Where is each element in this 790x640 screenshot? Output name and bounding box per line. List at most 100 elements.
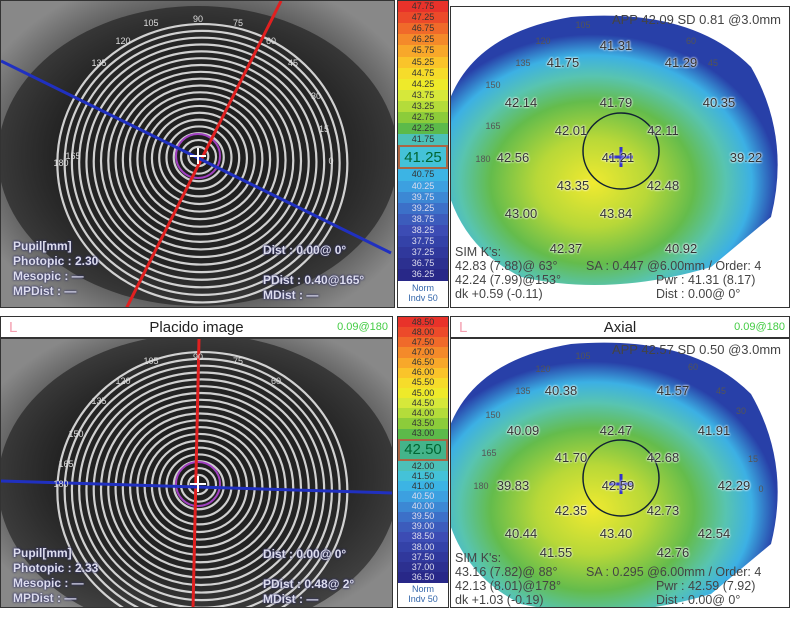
color-scale-top: 47.75 47.25 46.75 46.25 45.75 45.25 44.75 44.25… bbox=[397, 0, 449, 308]
degree-tick-label: 180 bbox=[53, 479, 69, 489]
simk-label: SIM K's: bbox=[455, 551, 502, 565]
curvature-value: 42.01 bbox=[554, 123, 588, 138]
eye-side: L bbox=[459, 319, 468, 336]
curvature-value: 42.73 bbox=[646, 503, 680, 518]
degree-tick-label: 135 bbox=[91, 396, 107, 406]
scale-step: 38.00 bbox=[398, 542, 448, 553]
scale-step: 38.75 bbox=[398, 213, 448, 225]
degree-tick-label: 60 bbox=[685, 36, 697, 46]
curvature-value: 42.35 bbox=[554, 503, 588, 518]
curvature-value: 41.21 bbox=[601, 150, 635, 165]
scale-step: 41.50 bbox=[398, 471, 448, 482]
simk-k2: 42.13 (8.01)@178° bbox=[455, 579, 561, 593]
scale-step: 36.25 bbox=[398, 269, 448, 281]
degree-tick-label: 120 bbox=[115, 36, 131, 46]
placido-image-bottom: 105 90 75 120 135 60 150 165 180 Pupil[mm] Photo… bbox=[0, 338, 393, 608]
dist-readout: Dist : 0.00@ 0° bbox=[656, 593, 741, 607]
curvature-value: 41.75 bbox=[546, 55, 580, 70]
scale-step: 43.75 bbox=[398, 89, 448, 101]
curvature-value: 41.70 bbox=[554, 450, 588, 465]
degree-tick-label: 15 bbox=[747, 454, 759, 464]
scale-step: 40.00 bbox=[398, 501, 448, 512]
scale-step: 38.25 bbox=[398, 224, 448, 237]
curvature-value: 42.48 bbox=[646, 178, 680, 193]
curvature-value: 39.22 bbox=[729, 150, 763, 165]
photopic-value: Photopic : 2.33 bbox=[13, 561, 99, 575]
curvature-value: 42.56 bbox=[496, 150, 530, 165]
curvature-value: 41.91 bbox=[697, 423, 731, 438]
degree-tick-label: 165 bbox=[65, 151, 81, 161]
degree-tick-label: 105 bbox=[143, 18, 159, 28]
scale-step: 37.75 bbox=[398, 236, 448, 248]
app-readout: APP 42.57 SD 0.50 @3.0mm bbox=[611, 342, 781, 357]
curvature-value: 42.59 bbox=[601, 478, 635, 493]
curvature-value: 42.47 bbox=[599, 423, 633, 438]
degree-tick-label: 165 bbox=[481, 448, 497, 458]
scale-current-value: 42.50 bbox=[398, 438, 448, 461]
scale-step: 36.75 bbox=[398, 258, 448, 270]
scale-step: 46.50 bbox=[398, 358, 448, 368]
curvature-value: 39.83 bbox=[496, 478, 530, 493]
simk-k2: 42.24 (7.99)@153° bbox=[455, 273, 561, 287]
dist-value: Dist : 0.00@ 0° bbox=[263, 547, 347, 561]
scale-step: 36.50 bbox=[398, 572, 448, 583]
scale-step: 43.25 bbox=[398, 100, 448, 113]
degree-tick-label: 75 bbox=[232, 18, 244, 28]
scale-step: 44.00 bbox=[398, 408, 448, 419]
mdist-value: MDist : — bbox=[263, 288, 319, 302]
scale-step: 40.50 bbox=[398, 491, 448, 502]
placido-image-top: 105 90 75 120 60 135 45 30 165 15 180 0 Pupil[mm] P… bbox=[0, 0, 395, 308]
curvature-map bbox=[451, 342, 778, 607]
scale-step: 48.50 bbox=[398, 317, 448, 328]
curvature-value: 40.44 bbox=[504, 526, 538, 541]
dist-value: Dist : 0.00@ 0° bbox=[263, 243, 347, 257]
scale-step: 47.75 bbox=[398, 1, 448, 13]
degree-tick-label: 120 bbox=[115, 376, 131, 386]
curvature-value: 43.84 bbox=[599, 206, 633, 221]
pwr-readout: Pwr : 42.59 (7.92) bbox=[656, 579, 756, 593]
scale-step: 42.00 bbox=[398, 461, 448, 472]
degree-tick-label: 90 bbox=[192, 14, 204, 24]
degree-tick-label: 0 bbox=[328, 156, 334, 166]
scale-step: 48.00 bbox=[398, 327, 448, 338]
placido-rings bbox=[1, 339, 392, 607]
placido-rings bbox=[1, 1, 394, 307]
norm-indicator: Norm Indv 50 bbox=[398, 582, 448, 607]
scale-step: 39.25 bbox=[398, 202, 448, 214]
mdist-value: MDist : — bbox=[263, 592, 319, 606]
indv-label: Indv 50 bbox=[408, 292, 438, 303]
degree-tick-label: 180 bbox=[53, 158, 69, 168]
curvature-value: 41.31 bbox=[599, 38, 633, 53]
mpdist-value: MPDist : — bbox=[13, 591, 77, 605]
degree-tick-label: 90 bbox=[192, 352, 204, 362]
scale-step: 37.50 bbox=[398, 552, 448, 563]
scale-step: 44.75 bbox=[398, 67, 448, 79]
scale-step: 45.25 bbox=[398, 56, 448, 68]
curvature-value: 41.57 bbox=[656, 383, 690, 398]
scale-step: 37.00 bbox=[398, 562, 448, 573]
degree-tick-label: 60 bbox=[270, 376, 282, 386]
curvature-value: 42.76 bbox=[656, 545, 690, 560]
degree-tick-label: 60 bbox=[687, 362, 699, 372]
scale-step: 45.50 bbox=[398, 378, 448, 388]
scale-current-value: 41.25 bbox=[398, 145, 448, 170]
degree-tick-label: 150 bbox=[485, 80, 501, 90]
scale-step: 43.00 bbox=[398, 429, 448, 439]
placido-header: L Placido image 0.09@180 bbox=[0, 316, 393, 338]
curvature-value: 42.37 bbox=[549, 241, 583, 256]
curvature-value: 40.35 bbox=[702, 95, 736, 110]
pwr-readout: Pwr : 41.31 (8.17) bbox=[656, 273, 756, 287]
degree-tick-label: 45 bbox=[287, 58, 299, 68]
scale-step: 41.75 bbox=[398, 134, 448, 146]
axial-header: L Axial 0.09@180 bbox=[450, 316, 790, 338]
scale-step: 47.00 bbox=[398, 347, 448, 358]
degree-tick-label: 120 bbox=[535, 364, 551, 374]
header-value: 0.09@180 bbox=[337, 321, 388, 333]
simk-k1: 42.83 (7.88)@ 63° bbox=[455, 259, 558, 273]
pdist-value: PDist : 0.48@ 2° bbox=[263, 577, 355, 591]
scale-step: 47.50 bbox=[398, 337, 448, 348]
pupil-label: Pupil[mm] bbox=[13, 546, 72, 560]
scale-step: 47.25 bbox=[398, 12, 448, 24]
degree-tick-label: 0 bbox=[758, 484, 764, 494]
degree-tick-label: 135 bbox=[91, 58, 107, 68]
